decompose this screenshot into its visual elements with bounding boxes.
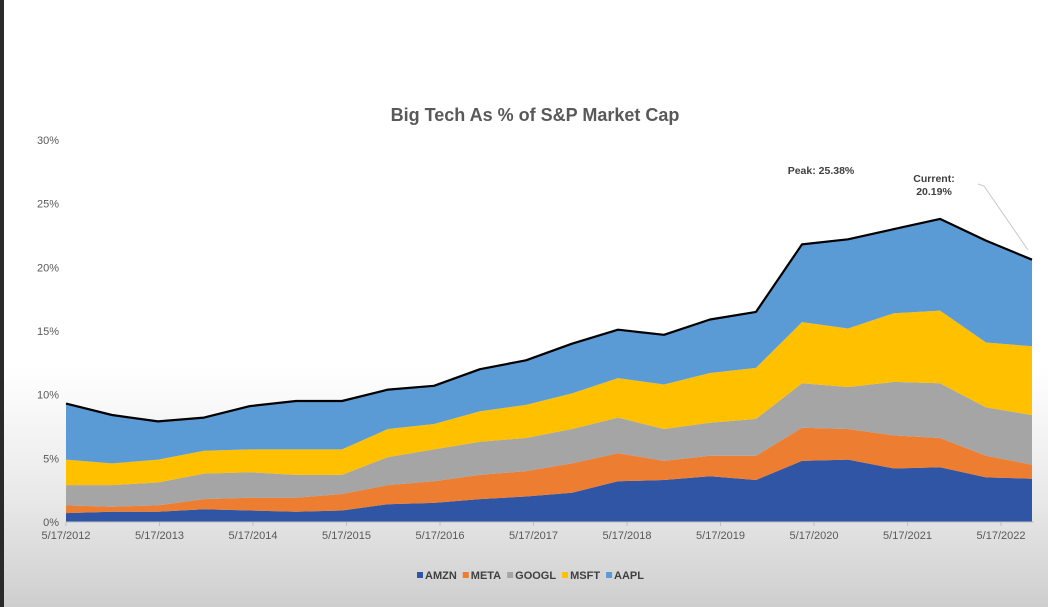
total-line-group — [65, 217, 1033, 423]
y-tick-label: 0% — [43, 517, 59, 529]
legend: AMZN META GOOGL MSFT AAPL — [417, 570, 644, 582]
y-tick-label: 5% — [43, 453, 59, 465]
y-tick-label: 10% — [37, 390, 59, 402]
x-tick-label: 5/17/2015 — [322, 530, 371, 542]
total-line — [65, 217, 1033, 423]
legend-swatch-aapl — [606, 572, 613, 578]
area-msft — [66, 310, 1032, 486]
legend-label-googl: GOOGL — [515, 570, 556, 582]
stacked-area-chart: Big Tech As % of S&P Market Cap 0% 5% 10% 1… — [37, 105, 1034, 582]
x-tick-label: 5/17/2016 — [416, 530, 465, 542]
area-aapl — [66, 218, 1032, 464]
area-amzn — [66, 459, 1032, 522]
x-axis: 5/17/2012 5/17/2013 5/17/2014 5/17/2015 5/17… — [42, 522, 1026, 542]
y-tick-label: 20% — [37, 262, 59, 274]
x-tick-label: 5/17/2021 — [883, 530, 932, 542]
area-meta — [66, 427, 1032, 514]
x-tick-label: 5/17/2012 — [42, 530, 91, 542]
peak-annotation: Peak: 25.38% — [788, 165, 855, 177]
y-tick-label: 25% — [37, 199, 59, 211]
x-tick-label: 5/17/2022 — [977, 530, 1026, 542]
x-tick-label: 5/17/2013 — [135, 530, 184, 542]
x-tick-label: 5/17/2018 — [603, 530, 652, 542]
current-annotation-value: 20.19% — [916, 186, 952, 198]
x-tick-label: 5/17/2014 — [229, 530, 278, 542]
annotations: Peak: 25.38% Current: 20.19% — [788, 165, 1029, 251]
y-tick-label: 30% — [37, 135, 59, 147]
legend-swatch-googl — [507, 572, 514, 578]
legend-swatch-msft — [562, 572, 569, 578]
legend-swatch-meta — [462, 572, 469, 578]
legend-label-aapl: AAPL — [614, 570, 644, 582]
y-axis: 0% 5% 10% 15% 20% 25% 30% — [37, 135, 59, 529]
legend-label-msft: MSFT — [570, 570, 600, 582]
slide: Big Tech As % of S&P Market Cap 0% 5% 10% 1… — [4, 0, 1048, 607]
x-tick-label: 5/17/2020 — [790, 530, 839, 542]
series-areas — [66, 218, 1032, 522]
x-tick-label: 5/17/2017 — [509, 530, 558, 542]
area-googl — [66, 381, 1032, 507]
legend-label-amzn: AMZN — [425, 570, 457, 582]
current-leader-line — [977, 183, 1029, 251]
legend-swatch-amzn — [417, 572, 423, 578]
legend-label-meta: META — [471, 570, 501, 582]
chart-title: Big Tech As % of S&P Market Cap — [391, 105, 680, 125]
x-tick-label: 5/17/2019 — [696, 530, 745, 542]
y-tick-label: 15% — [37, 326, 59, 338]
current-annotation-label: Current: — [913, 173, 954, 185]
